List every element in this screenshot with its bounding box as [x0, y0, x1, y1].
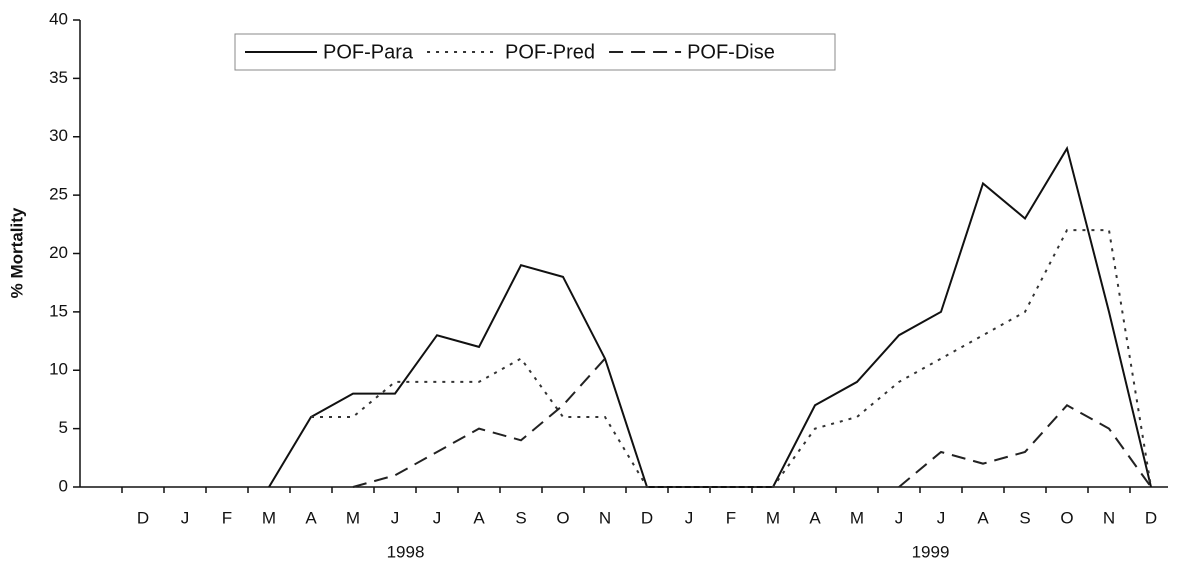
x-tick-label: M — [346, 508, 360, 527]
y-tick-label: 0 — [59, 476, 68, 495]
line-series — [311, 229, 1152, 488]
x-tick-label: J — [937, 508, 946, 527]
x-tick-label: S — [515, 508, 526, 527]
line-series — [352, 357, 1152, 488]
x-tick-label: D — [641, 508, 653, 527]
x-tick-label: N — [599, 508, 611, 527]
x-tick-label: F — [222, 508, 232, 527]
x-tick-label: J — [391, 508, 400, 527]
x-group-label: 1999 — [912, 542, 950, 561]
x-tick-label: J — [895, 508, 904, 527]
y-tick-label: 5 — [59, 418, 68, 437]
x-tick-label: D — [137, 508, 149, 527]
y-tick-label: 40 — [49, 9, 68, 28]
y-tick-label: 30 — [49, 126, 68, 145]
x-tick-label: A — [809, 508, 821, 527]
y-axis-label: % Mortality — [7, 207, 26, 298]
x-tick-label: S — [1019, 508, 1030, 527]
y-tick-label: 35 — [49, 68, 68, 87]
x-tick-label: N — [1103, 508, 1115, 527]
x-tick-label: A — [473, 508, 485, 527]
legend-box — [234, 33, 836, 71]
x-tick-label: M — [766, 508, 780, 527]
x-tick-label: D — [1145, 508, 1157, 527]
x-tick-label: M — [850, 508, 864, 527]
x-tick-label: J — [433, 508, 442, 527]
x-tick-label: A — [977, 508, 989, 527]
legend-label: POF-Dise — [687, 41, 775, 63]
y-tick-label: 20 — [49, 243, 68, 262]
x-tick-label: M — [262, 508, 276, 527]
y-tick-label: 25 — [49, 185, 68, 204]
x-tick-label: A — [305, 508, 317, 527]
y-tick-label: 15 — [49, 301, 68, 320]
y-tick-label: 10 — [49, 360, 68, 379]
line-series — [268, 145, 1152, 488]
legend-label: POF-Para — [323, 41, 414, 63]
x-group-label: 1998 — [387, 542, 425, 561]
x-tick-label: F — [726, 508, 736, 527]
x-tick-label: O — [1060, 508, 1073, 527]
legend-label: POF-Pred — [505, 41, 595, 63]
x-tick-label: J — [181, 508, 190, 527]
x-tick-label: J — [685, 508, 694, 527]
x-tick-label: O — [556, 508, 569, 527]
